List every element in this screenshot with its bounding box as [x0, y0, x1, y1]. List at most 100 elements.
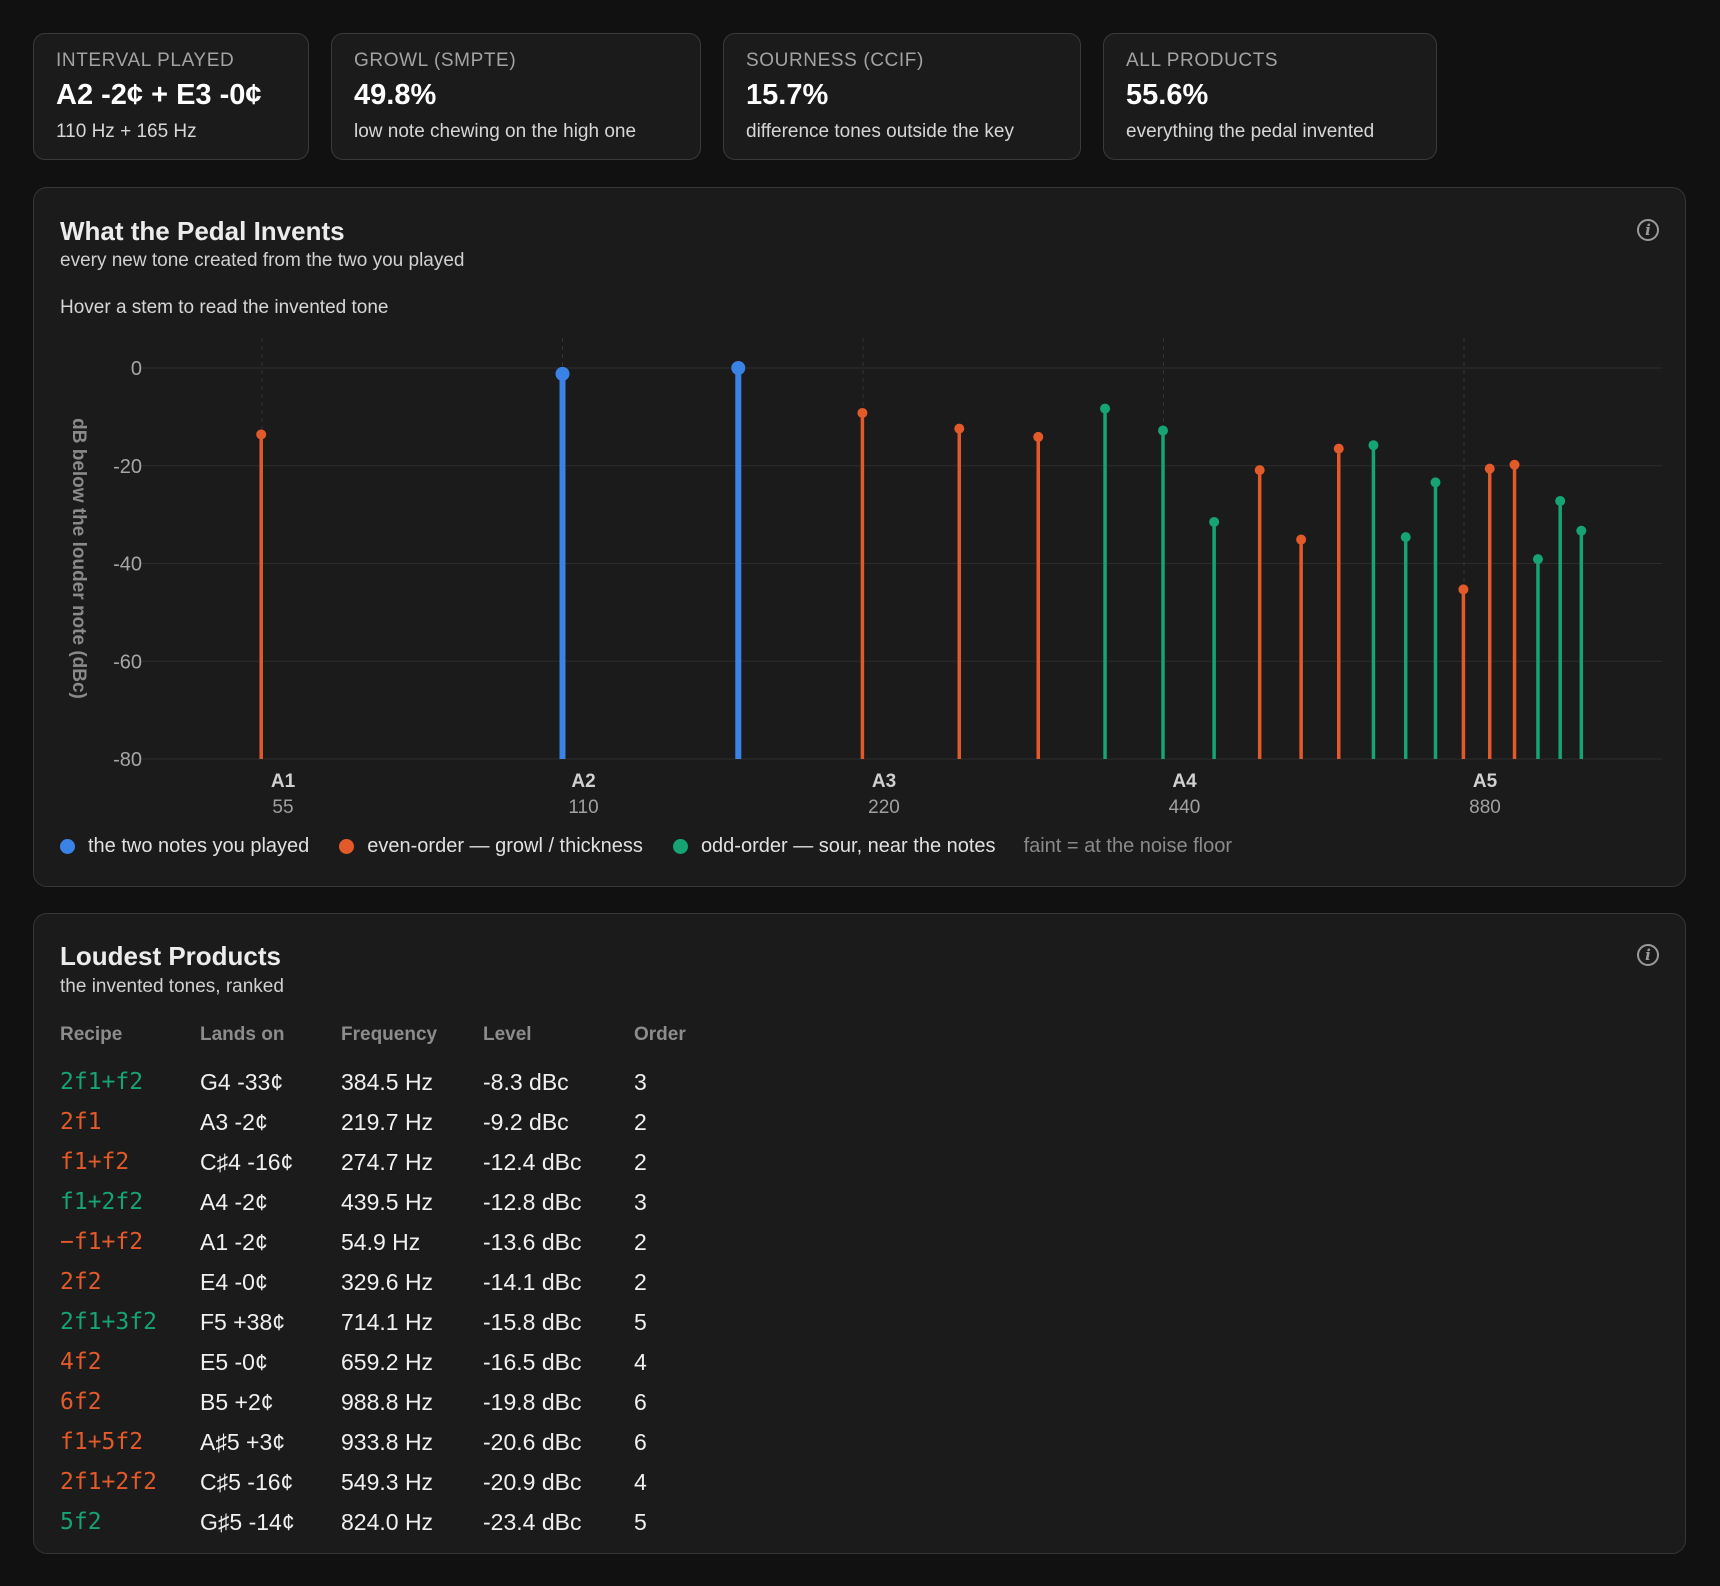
stat-value: A2 -2¢ + E3 -0¢ — [56, 79, 262, 111]
stem-even[interactable] — [1296, 534, 1307, 759]
table-row[interactable]: f1+2f2 A4 -2¢ 439.5 Hz -12.8 dBc 3 — [60, 1182, 714, 1222]
frequency-cell: 659.2 Hz — [341, 1348, 434, 1375]
stem-head[interactable] — [1576, 525, 1587, 536]
stem-head[interactable] — [1033, 431, 1044, 442]
lands-on-cell: A3 -2¢ — [200, 1108, 268, 1135]
info-icon[interactable]: i — [1637, 944, 1659, 966]
stem-head[interactable] — [1555, 495, 1566, 506]
stem-layer[interactable] — [256, 361, 1587, 759]
lands-on-cell: A4 -2¢ — [200, 1188, 268, 1215]
order-cell: 3 — [634, 1188, 647, 1215]
stem-head[interactable] — [1296, 534, 1307, 545]
stem-head[interactable] — [1209, 516, 1220, 527]
stem-head[interactable] — [731, 361, 746, 375]
stem-even[interactable] — [1484, 463, 1495, 759]
stat-sub: low note chewing on the high one — [354, 121, 637, 142]
stem-head[interactable] — [555, 366, 570, 381]
products-table: Recipe Lands on Frequency Level Order 2f… — [60, 1024, 714, 1542]
table-row[interactable]: 2f1+3f2 F5 +38¢ 714.1 Hz -15.8 dBc 5 — [60, 1302, 714, 1342]
stat-value: 15.7% — [746, 79, 829, 111]
y-tick-label: -20 — [113, 456, 142, 478]
stem-head[interactable] — [1484, 463, 1495, 474]
stem-head[interactable] — [1458, 584, 1469, 595]
column-header: Level — [483, 1024, 532, 1045]
stem-odd[interactable] — [1209, 516, 1220, 759]
x-tick-hz: 110 — [568, 797, 598, 818]
stem-head[interactable] — [857, 407, 868, 418]
stem-odd[interactable] — [1158, 425, 1169, 759]
stem-even[interactable] — [256, 429, 267, 759]
level-cell: -23.4 dBc — [483, 1508, 582, 1535]
frequency-cell: 988.8 Hz — [341, 1388, 434, 1415]
table-row[interactable]: −f1+f2 A1 -2¢ 54.9 Hz -13.6 dBc 2 — [60, 1222, 714, 1262]
table-row[interactable]: f1+5f2 A♯5 +3¢ 933.8 Hz -20.6 dBc 6 — [60, 1422, 714, 1462]
stat-label: INTERVAL PLAYED — [56, 50, 235, 71]
lands-on-cell: G4 -33¢ — [200, 1068, 284, 1095]
stem-head[interactable] — [1333, 443, 1344, 454]
stem-odd[interactable] — [1100, 403, 1111, 759]
frequency-cell: 549.3 Hz — [341, 1468, 434, 1495]
stem-head[interactable] — [1100, 403, 1111, 414]
stem-head[interactable] — [1158, 425, 1169, 436]
stem-played[interactable] — [731, 361, 746, 759]
recipe-cell: 2f1 — [60, 1109, 102, 1135]
stem-odd[interactable] — [1430, 477, 1441, 759]
stem-odd[interactable] — [1555, 495, 1566, 759]
table-row[interactable]: 5f2 G♯5 -14¢ 824.0 Hz -23.4 dBc 5 — [60, 1502, 714, 1542]
stem-odd[interactable] — [1368, 440, 1379, 759]
frequency-cell: 824.0 Hz — [341, 1508, 434, 1535]
frequency-cell: 329.6 Hz — [341, 1268, 434, 1295]
stem-head[interactable] — [1532, 554, 1543, 565]
recipe-cell: 4f2 — [60, 1349, 102, 1375]
table-header-row: Recipe Lands on Frequency Level Order — [60, 1024, 714, 1062]
table-row[interactable]: 2f1+f2 G4 -33¢ 384.5 Hz -8.3 dBc 3 — [60, 1062, 714, 1102]
level-cell: -19.8 dBc — [483, 1388, 582, 1415]
stem-odd[interactable] — [1400, 532, 1411, 759]
recipe-cell: 2f1+f2 — [60, 1069, 144, 1095]
stat-card-sourness: SOURNESS (CCIF) 15.7% difference tones o… — [723, 33, 1081, 160]
recipe-cell: 2f1+2f2 — [60, 1469, 157, 1495]
order-cell: 2 — [634, 1108, 647, 1135]
stem-even[interactable] — [1254, 465, 1265, 759]
stem-even[interactable] — [1033, 431, 1044, 759]
stem-head[interactable] — [1430, 477, 1441, 488]
x-tick-note: A3 — [872, 771, 896, 792]
table-row[interactable]: 2f1 A3 -2¢ 219.7 Hz -9.2 dBc 2 — [60, 1102, 714, 1142]
x-tick-hz: 880 — [1469, 797, 1501, 818]
table-row[interactable]: 6f2 B5 +2¢ 988.8 Hz -19.8 dBc 6 — [60, 1382, 714, 1422]
legend-dot-odd — [672, 839, 688, 854]
recipe-cell: −f1+f2 — [60, 1229, 144, 1255]
stem-played[interactable] — [555, 366, 570, 759]
stem-head[interactable] — [1368, 440, 1379, 451]
stem-head[interactable] — [954, 423, 965, 434]
stem-head[interactable] — [1254, 465, 1265, 476]
stem-odd[interactable] — [1576, 525, 1587, 759]
stem-head[interactable] — [1400, 532, 1411, 543]
products-title: Loudest Products — [60, 941, 282, 971]
table-row[interactable]: f1+f2 C♯4 -16¢ 274.7 Hz -12.4 dBc 2 — [60, 1142, 714, 1182]
table-row[interactable]: 4f2 E5 -0¢ 659.2 Hz -16.5 dBc 4 — [60, 1342, 714, 1382]
column-header: Recipe — [60, 1024, 123, 1045]
info-icon[interactable]: i — [1637, 219, 1659, 241]
frequency-cell: 54.9 Hz — [341, 1228, 421, 1255]
recipe-cell: f1+2f2 — [60, 1189, 144, 1215]
y-tick-label: -40 — [113, 554, 142, 576]
stem-head[interactable] — [256, 429, 267, 440]
x-tick-note: A5 — [1473, 771, 1498, 792]
stem-odd[interactable] — [1532, 554, 1543, 759]
y-tick-label: -80 — [113, 749, 142, 771]
stem-head[interactable] — [1509, 459, 1520, 470]
table-row[interactable]: 2f1+2f2 C♯5 -16¢ 549.3 Hz -20.9 dBc 4 — [60, 1462, 714, 1502]
legend-label: the two notes you played — [88, 835, 310, 857]
lands-on-cell: A1 -2¢ — [200, 1228, 268, 1255]
intermod-stem-chart: 0 -20 -40 -60 -80 A1 55 A2 110 A3 220 A4 440 A5 880 dB … — [68, 338, 1662, 818]
stem-even[interactable] — [1458, 584, 1469, 759]
table-row[interactable]: 2f2 E4 -0¢ 329.6 Hz -14.1 dBc 2 — [60, 1262, 714, 1302]
chart-panel: What the Pedal Invents every new tone cr… — [33, 187, 1686, 887]
stem-even[interactable] — [1333, 443, 1344, 759]
stem-even[interactable] — [954, 423, 965, 759]
stem-even[interactable] — [857, 407, 868, 759]
stem-even[interactable] — [1509, 459, 1520, 759]
lands-on-cell: G♯5 -14¢ — [200, 1508, 295, 1535]
x-tick-hz: 220 — [868, 797, 900, 818]
